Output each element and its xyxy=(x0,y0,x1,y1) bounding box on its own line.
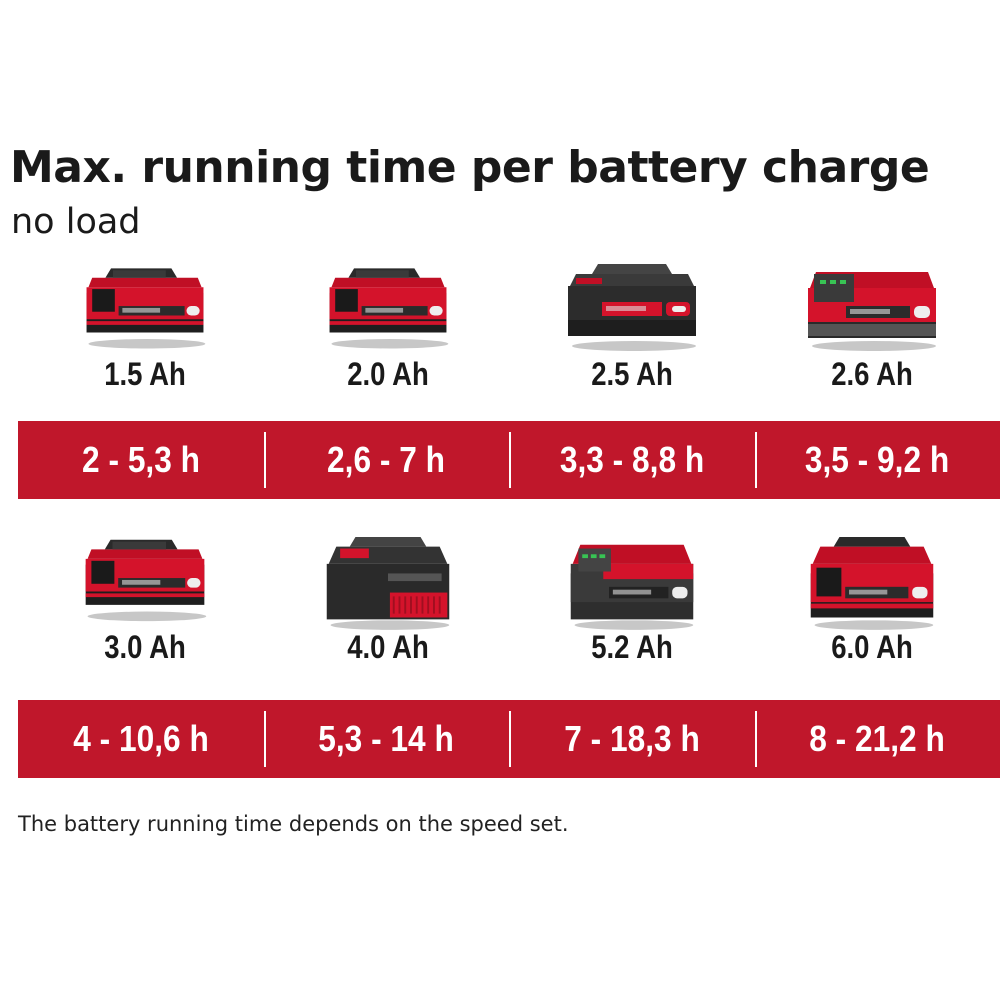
battery-capacity: 5.2 Ah xyxy=(591,629,673,665)
battery-pack-icon xyxy=(321,535,455,631)
page-subtitle: no load xyxy=(11,202,141,242)
battery-pack-icon xyxy=(322,262,454,352)
battery-pack-icon xyxy=(565,535,699,631)
battery-pack-icon xyxy=(78,535,212,623)
battery-cell: 1.5 Ah xyxy=(25,262,265,402)
battery-cell: 3.0 Ah xyxy=(25,535,265,675)
page-title: Max. running time per battery charge xyxy=(10,142,930,193)
runtime-value: 7 - 18,3 h xyxy=(509,700,755,778)
battery-capacity: 2.6 Ah xyxy=(831,356,913,392)
battery-cell: 4.0 Ah xyxy=(268,535,508,675)
battery-capacity: 2.0 Ah xyxy=(347,356,429,392)
battery-capacity: 6.0 Ah xyxy=(831,629,913,665)
runtime-value: 3,5 - 9,2 h xyxy=(754,421,1000,499)
runtime-bar: 4 - 10,6 h 5,3 - 14 h 7 - 18,3 h 8 - 21,… xyxy=(18,700,1000,778)
battery-cell: 5.2 Ah xyxy=(512,535,752,675)
battery-cell: 6.0 Ah xyxy=(752,535,992,675)
battery-cell: 2.5 Ah xyxy=(512,262,752,402)
battery-capacity: 3.0 Ah xyxy=(104,629,186,665)
footnote: The battery running time depends on the … xyxy=(18,812,569,836)
battery-capacity: 2.5 Ah xyxy=(591,356,673,392)
battery-cell: 2.0 Ah xyxy=(268,262,508,402)
battery-cell: 2.6 Ah xyxy=(752,262,992,402)
runtime-bar: 2 - 5,3 h 2,6 - 7 h 3,3 - 8,8 h 3,5 - 9,… xyxy=(18,421,1000,499)
runtime-value: 5,3 - 14 h xyxy=(263,700,510,778)
runtime-value: 2,6 - 7 h xyxy=(263,421,510,499)
runtime-value: 2 - 5,3 h xyxy=(81,439,200,480)
battery-pack-icon xyxy=(805,535,939,631)
battery-pack-icon xyxy=(79,262,211,352)
battery-pack-icon xyxy=(802,262,942,352)
runtime-value: 3,3 - 8,8 h xyxy=(509,421,755,499)
battery-capacity: 4.0 Ah xyxy=(347,629,429,665)
battery-capacity: 1.5 Ah xyxy=(104,356,186,392)
battery-pack-icon xyxy=(562,262,702,352)
runtime-value: 4 - 10,6 h xyxy=(72,718,209,759)
runtime-value: 8 - 21,2 h xyxy=(754,700,1000,778)
